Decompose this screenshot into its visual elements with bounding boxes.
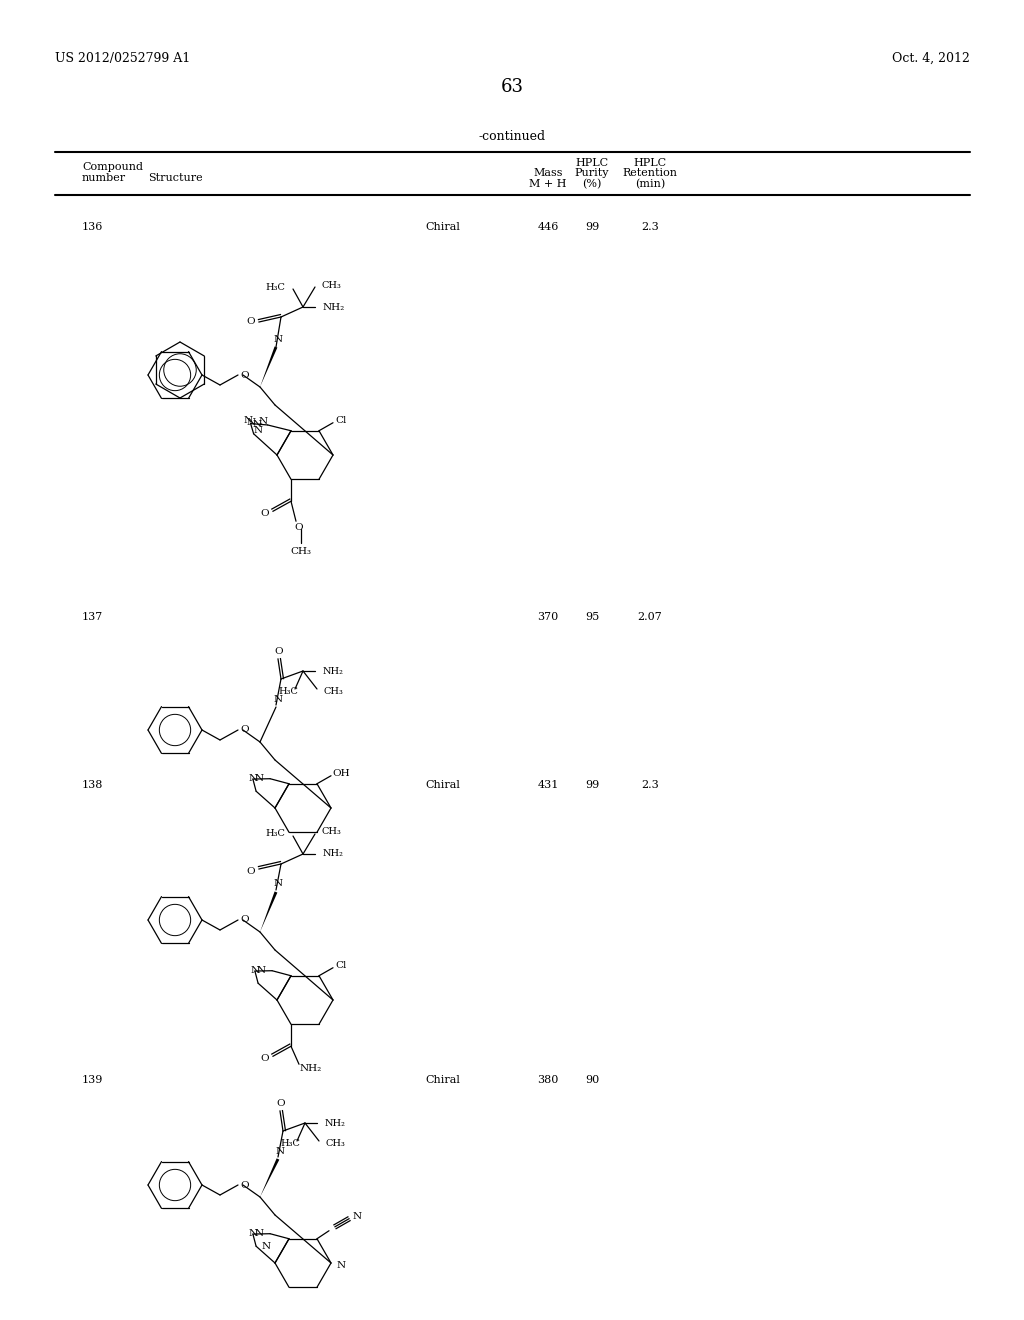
Text: Mass: Mass	[534, 168, 563, 178]
Text: O: O	[276, 1098, 286, 1107]
Text: N: N	[249, 774, 257, 783]
Text: Structure: Structure	[148, 173, 203, 183]
Text: 139: 139	[82, 1074, 103, 1085]
Text: -continued: -continued	[478, 129, 546, 143]
Text: Cl: Cl	[335, 416, 347, 425]
Text: O: O	[261, 508, 269, 517]
Text: O: O	[247, 318, 255, 326]
Text: 370: 370	[538, 612, 559, 622]
Text: Oct. 4, 2012: Oct. 4, 2012	[892, 51, 970, 65]
Text: Chiral: Chiral	[425, 222, 460, 232]
Text: CH₃: CH₃	[325, 1138, 345, 1147]
Text: N: N	[273, 694, 283, 704]
Text: Compound: Compound	[82, 162, 143, 172]
Text: 431: 431	[538, 780, 559, 789]
Text: CH₃: CH₃	[321, 281, 341, 289]
Text: N: N	[243, 416, 252, 425]
Text: N: N	[255, 1229, 264, 1238]
Text: O: O	[261, 1053, 269, 1063]
Text: N: N	[258, 417, 267, 426]
Text: HPLC: HPLC	[575, 158, 608, 168]
Text: US 2012/0252799 A1: US 2012/0252799 A1	[55, 51, 190, 65]
Text: N: N	[337, 1262, 345, 1270]
Text: O: O	[241, 371, 249, 380]
Text: 2.3: 2.3	[641, 222, 658, 232]
Text: NH₂: NH₂	[325, 1118, 346, 1127]
Text: 138: 138	[82, 780, 103, 789]
Text: 63: 63	[501, 78, 523, 96]
Text: 2.3: 2.3	[641, 780, 658, 789]
Text: Chiral: Chiral	[425, 780, 460, 789]
Text: Cl: Cl	[335, 961, 347, 970]
Text: N: N	[257, 966, 266, 975]
Text: NH₂: NH₂	[323, 667, 344, 676]
Text: H₃C: H₃C	[265, 282, 285, 292]
Text: HPLC: HPLC	[634, 158, 667, 168]
Text: 136: 136	[82, 222, 103, 232]
Text: Retention: Retention	[623, 168, 678, 178]
Text: N: N	[246, 418, 255, 428]
Text: O: O	[241, 726, 249, 734]
Text: O: O	[241, 916, 249, 924]
Text: 380: 380	[538, 1074, 559, 1085]
Text: N: N	[273, 879, 283, 888]
Text: Chiral: Chiral	[425, 1074, 460, 1085]
Text: CH₃: CH₃	[321, 828, 341, 837]
Text: H₃C: H₃C	[279, 686, 298, 696]
Text: N: N	[261, 1242, 270, 1250]
Text: N: N	[250, 965, 259, 974]
Text: H₃C: H₃C	[281, 1138, 300, 1147]
Text: N: N	[253, 421, 262, 429]
Text: NH₂: NH₂	[323, 850, 344, 858]
Text: O: O	[247, 866, 255, 875]
Polygon shape	[260, 346, 278, 387]
Text: N: N	[273, 334, 283, 343]
Polygon shape	[260, 1159, 280, 1197]
Text: 2.07: 2.07	[638, 612, 663, 622]
Text: 446: 446	[538, 222, 559, 232]
Text: N: N	[253, 426, 262, 436]
Text: number: number	[82, 173, 126, 183]
Text: N: N	[255, 775, 264, 783]
Text: H₃C: H₃C	[265, 829, 285, 838]
Text: N: N	[352, 1212, 361, 1221]
Text: (min): (min)	[635, 180, 666, 189]
Text: 95: 95	[585, 612, 599, 622]
Text: N: N	[275, 1147, 285, 1155]
Text: CH₃: CH₃	[323, 686, 343, 696]
Text: O: O	[295, 523, 303, 532]
Text: O: O	[241, 1180, 249, 1189]
Text: 137: 137	[82, 612, 103, 622]
Text: NH₂: NH₂	[300, 1064, 323, 1073]
Text: M + H: M + H	[529, 180, 566, 189]
Text: (%): (%)	[583, 180, 602, 189]
Text: CH₃: CH₃	[291, 546, 311, 556]
Text: 99: 99	[585, 222, 599, 232]
Text: 90: 90	[585, 1074, 599, 1085]
Text: 99: 99	[585, 780, 599, 789]
Text: N: N	[249, 1229, 257, 1238]
Text: NH₂: NH₂	[323, 302, 345, 312]
Text: O: O	[274, 647, 284, 656]
Text: OH: OH	[332, 770, 350, 779]
Text: Purity: Purity	[574, 168, 609, 178]
Polygon shape	[260, 891, 278, 932]
